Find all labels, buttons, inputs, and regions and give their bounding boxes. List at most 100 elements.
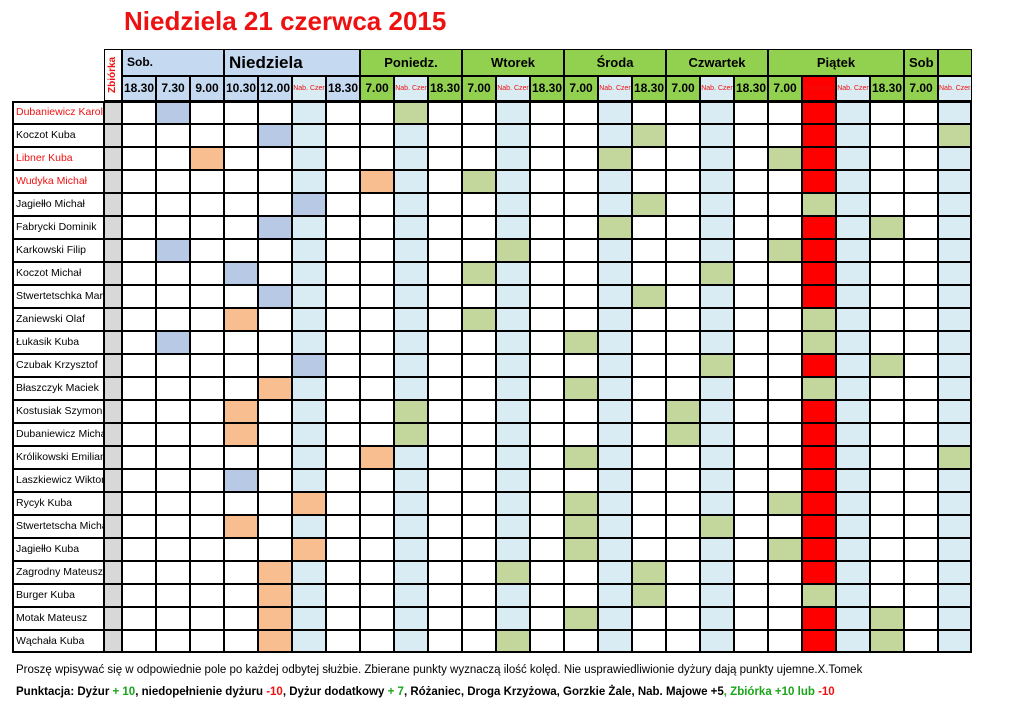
duty-cell[interactable] [700, 124, 734, 147]
duty-cell[interactable] [700, 239, 734, 262]
duty-cell[interactable] [190, 262, 224, 285]
duty-cell[interactable] [836, 515, 870, 538]
duty-cell[interactable] [632, 515, 666, 538]
duty-cell[interactable] [360, 308, 394, 331]
duty-cell[interactable] [598, 584, 632, 607]
duty-cell[interactable] [360, 262, 394, 285]
duty-cell[interactable] [734, 124, 768, 147]
duty-cell[interactable] [496, 354, 530, 377]
duty-cell[interactable] [462, 469, 496, 492]
duty-cell[interactable] [394, 147, 428, 170]
duty-cell[interactable] [156, 400, 190, 423]
duty-cell[interactable] [734, 101, 768, 124]
duty-cell[interactable] [564, 193, 598, 216]
duty-cell[interactable] [666, 239, 700, 262]
duty-cell[interactable] [598, 400, 632, 423]
duty-cell[interactable] [190, 469, 224, 492]
duty-cell[interactable] [700, 492, 734, 515]
duty-cell[interactable] [802, 469, 836, 492]
duty-cell-filled[interactable] [802, 584, 836, 607]
duty-cell[interactable] [224, 193, 258, 216]
duty-cell[interactable] [428, 101, 462, 124]
duty-cell[interactable] [122, 124, 156, 147]
duty-cell[interactable] [734, 515, 768, 538]
duty-cell[interactable] [564, 216, 598, 239]
duty-cell[interactable] [836, 285, 870, 308]
duty-cell[interactable] [836, 101, 870, 124]
duty-cell[interactable] [156, 469, 190, 492]
duty-cell-filled[interactable] [938, 124, 972, 147]
duty-cell-filled[interactable] [496, 561, 530, 584]
duty-cell[interactable] [394, 492, 428, 515]
duty-cell[interactable] [156, 607, 190, 630]
duty-cell[interactable] [836, 492, 870, 515]
zbiorka-cell[interactable] [104, 561, 122, 584]
duty-cell[interactable] [190, 124, 224, 147]
duty-cell-filled[interactable] [224, 423, 258, 446]
duty-cell-filled[interactable] [462, 262, 496, 285]
duty-cell[interactable] [462, 331, 496, 354]
duty-cell[interactable] [802, 607, 836, 630]
duty-cell[interactable] [326, 170, 360, 193]
duty-cell[interactable] [122, 262, 156, 285]
duty-cell-filled[interactable] [768, 147, 802, 170]
duty-cell[interactable] [394, 630, 428, 653]
duty-cell-filled[interactable] [224, 515, 258, 538]
duty-cell[interactable] [632, 607, 666, 630]
duty-cell[interactable] [802, 423, 836, 446]
duty-cell[interactable] [496, 423, 530, 446]
duty-cell[interactable] [564, 147, 598, 170]
duty-cell[interactable] [326, 239, 360, 262]
duty-cell[interactable] [870, 124, 904, 147]
duty-cell[interactable] [904, 216, 938, 239]
duty-cell[interactable] [326, 331, 360, 354]
duty-cell[interactable] [122, 216, 156, 239]
duty-cell[interactable] [700, 193, 734, 216]
duty-cell[interactable] [836, 446, 870, 469]
duty-cell[interactable] [768, 354, 802, 377]
duty-cell[interactable] [904, 607, 938, 630]
duty-cell[interactable] [156, 515, 190, 538]
duty-cell[interactable] [394, 285, 428, 308]
duty-cell[interactable] [462, 101, 496, 124]
duty-cell[interactable] [666, 469, 700, 492]
duty-cell[interactable] [496, 262, 530, 285]
duty-cell[interactable] [224, 354, 258, 377]
duty-cell[interactable] [156, 147, 190, 170]
duty-cell[interactable] [564, 262, 598, 285]
duty-cell[interactable] [802, 354, 836, 377]
duty-cell[interactable] [938, 170, 972, 193]
duty-cell[interactable] [564, 101, 598, 124]
duty-cell[interactable] [360, 239, 394, 262]
duty-cell[interactable] [190, 170, 224, 193]
duty-cell-filled[interactable] [632, 584, 666, 607]
duty-cell[interactable] [326, 377, 360, 400]
duty-cell[interactable] [156, 630, 190, 653]
duty-cell-filled[interactable] [768, 492, 802, 515]
duty-cell[interactable] [564, 561, 598, 584]
duty-cell[interactable] [598, 492, 632, 515]
duty-cell[interactable] [496, 193, 530, 216]
duty-cell[interactable] [904, 630, 938, 653]
duty-cell[interactable] [122, 423, 156, 446]
zbiorka-cell[interactable] [104, 630, 122, 653]
duty-cell[interactable] [360, 515, 394, 538]
duty-cell-filled[interactable] [258, 584, 292, 607]
duty-cell[interactable] [496, 446, 530, 469]
duty-cell[interactable] [462, 538, 496, 561]
duty-cell[interactable] [564, 170, 598, 193]
duty-cell-filled[interactable] [258, 124, 292, 147]
duty-cell-filled[interactable] [258, 377, 292, 400]
zbiorka-cell[interactable] [104, 446, 122, 469]
duty-cell[interactable] [122, 377, 156, 400]
duty-cell[interactable] [496, 308, 530, 331]
duty-cell-filled[interactable] [462, 170, 496, 193]
duty-cell[interactable] [462, 216, 496, 239]
duty-cell[interactable] [938, 469, 972, 492]
duty-cell[interactable] [904, 515, 938, 538]
duty-cell[interactable] [258, 262, 292, 285]
duty-cell[interactable] [938, 308, 972, 331]
duty-cell[interactable] [836, 607, 870, 630]
duty-cell[interactable] [428, 354, 462, 377]
duty-cell[interactable] [292, 423, 326, 446]
